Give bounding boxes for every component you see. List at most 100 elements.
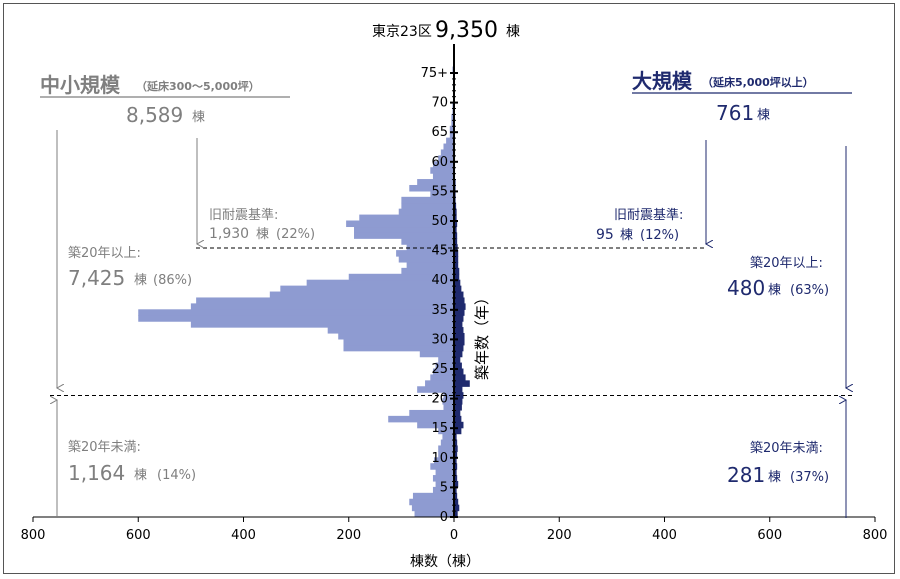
title-unit: 棟: [506, 24, 520, 40]
small-bar-22: [425, 380, 454, 387]
small-over20-pct: (86%): [153, 273, 192, 288]
small-bar-32: [190, 321, 454, 328]
small-old-quake-pct: (22%): [276, 227, 315, 242]
y-tick-label-11: 55: [431, 184, 448, 199]
small-bar-52: [401, 202, 454, 210]
small-under20-value: 1,164: [68, 461, 125, 485]
small-bar-66: [451, 119, 454, 127]
large-bar-13: [454, 433, 457, 441]
small-bar-2: [409, 498, 454, 506]
large-bar-43: [454, 256, 459, 263]
small-bar-53: [401, 196, 454, 204]
large-over20-unit: 棟: [768, 283, 781, 298]
small-bar-61: [440, 149, 454, 156]
small-bar-59: [432, 161, 454, 168]
small-bar-42: [406, 261, 454, 269]
large-old-quake-unit: 棟: [620, 228, 633, 243]
large-title: 大規模: [632, 69, 693, 93]
x-tick-label-8: 800: [863, 528, 888, 543]
large-over20-label: 築20年以上:: [750, 256, 823, 271]
large-bar-46: [454, 238, 458, 245]
small-bar-16: [388, 415, 454, 423]
small-bar-35: [190, 303, 454, 310]
small-bar-25: [435, 362, 454, 370]
small-bar-46: [401, 238, 454, 245]
small-bar-65: [449, 125, 454, 133]
large-bar-52: [454, 202, 457, 210]
x-axis-label: 棟数（棟）: [410, 554, 480, 570]
large-bar-12: [454, 439, 458, 447]
large-bar-15: [454, 421, 464, 429]
small-subtitle: （延床300～5,000坪）: [136, 79, 260, 93]
large-bar-14: [454, 427, 462, 435]
small-bar-9: [434, 457, 454, 464]
large-bar-24: [454, 368, 464, 376]
small-bar-36: [196, 297, 454, 304]
small-bar-43: [398, 256, 454, 263]
small-bar-10: [438, 451, 454, 458]
y-ticks: 0 5 10 15 20 25 30 35 40 45 50 55 60 65 70 75+: [421, 66, 458, 525]
large-bar-40: [454, 273, 460, 281]
y-tick-label-15: 75+: [421, 66, 448, 81]
small-bar-3: [412, 492, 454, 500]
large-bar-4: [454, 486, 457, 494]
large-under20-label: 築20年未満:: [750, 441, 823, 456]
large-bar-36: [454, 297, 465, 304]
large-bar-32: [454, 321, 463, 328]
x-tick-label-4: 0: [450, 528, 458, 543]
large-bar-0: [454, 510, 458, 518]
large-bar-45: [454, 244, 458, 251]
large-bar-23: [454, 374, 466, 381]
small-bar-58: [430, 167, 454, 174]
small-bar-8: [430, 463, 454, 470]
small-bar-14: [438, 427, 454, 435]
small-bar-27: [419, 350, 454, 358]
small-bar-31: [327, 327, 454, 334]
small-bar-64: [449, 131, 454, 139]
small-bar-38: [280, 285, 454, 293]
large-bar-28: [454, 344, 464, 352]
y-tick-label-13: 65: [431, 125, 448, 140]
series-small-bars: [138, 66, 454, 518]
small-bar-48: [354, 226, 454, 233]
y-tick-label-8: 40: [431, 273, 448, 288]
large-bar-47: [454, 232, 458, 239]
small-total-value: 8,589: [126, 103, 183, 127]
small-over20-unit: 棟: [134, 273, 147, 288]
large-under20-pct: (37%): [790, 470, 829, 485]
small-bar-26: [438, 356, 454, 364]
large-over20-pct: (63%): [790, 283, 829, 298]
small-bar-7: [435, 469, 454, 476]
small-under20-pct: (14%): [157, 468, 196, 483]
large-bar-49: [454, 220, 458, 228]
large-bar-33: [454, 315, 464, 322]
large-bar-30: [454, 332, 465, 340]
small-bar-6: [432, 475, 454, 482]
large-bar-22: [454, 380, 470, 387]
y-tick-label-5: 25: [431, 362, 448, 377]
large-bar-21: [454, 386, 463, 393]
small-under20-unit: 棟: [134, 468, 147, 483]
small-bar-17: [409, 409, 454, 417]
small-bar-21: [417, 386, 454, 393]
large-bar-2: [454, 498, 459, 506]
large-bar-39: [454, 279, 461, 287]
small-bar-63: [446, 137, 454, 145]
small-bar-33: [138, 315, 454, 322]
large-bar-37: [454, 291, 464, 299]
large-bar-48: [454, 226, 457, 233]
large-bar-1: [454, 504, 460, 512]
large-bar-34: [454, 309, 465, 316]
large-bar-10: [454, 451, 458, 458]
small-bar-62: [443, 143, 454, 151]
large-old-quake-value: 95: [596, 227, 614, 243]
small-bar-34: [138, 309, 454, 316]
small-bar-55: [409, 184, 454, 192]
y-tick-label-7: 35: [431, 303, 448, 318]
small-bar-23: [430, 374, 454, 381]
series-large-bars: [454, 66, 470, 518]
x-tick-label-1: 600: [126, 528, 151, 543]
large-bar-8: [454, 463, 458, 470]
large-bar-7: [454, 469, 457, 476]
large-bar-25: [454, 362, 462, 370]
